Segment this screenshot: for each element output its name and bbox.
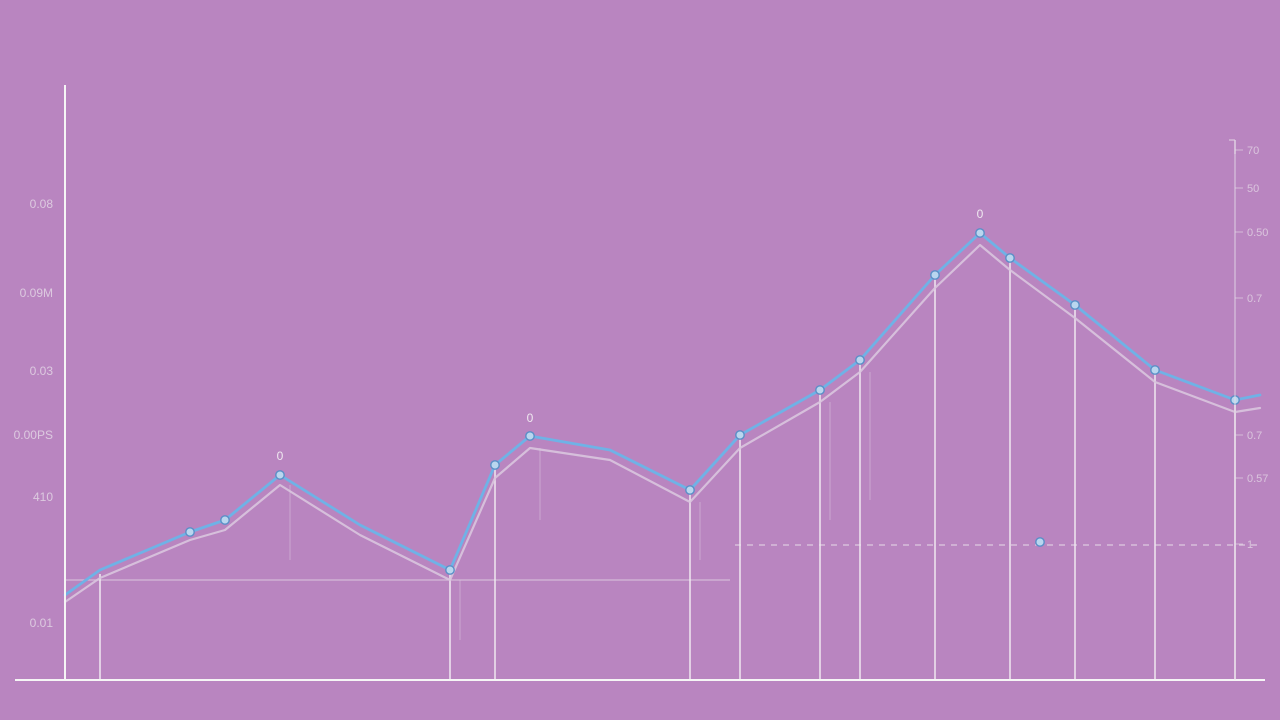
right-tick-label: 0.50 — [1247, 227, 1268, 239]
peak-label: 0 — [277, 449, 284, 463]
y-tick-label: 0.01 — [30, 616, 54, 630]
y-tick-label: 0.09M — [20, 286, 53, 300]
peak-label: 0 — [527, 411, 534, 425]
y-tick-label: 0.08 — [30, 197, 54, 211]
chart-background — [0, 0, 1280, 720]
peak-label: 0 — [977, 207, 984, 221]
right-tick-label: 0.57 — [1247, 473, 1268, 485]
right-tick-label: 0.7 — [1247, 430, 1262, 442]
right-tick-label: 50 — [1247, 183, 1259, 195]
right-tick-label: 1 — [1247, 539, 1253, 551]
y-tick-label: 0.00PS — [14, 428, 53, 442]
line-chart: 0 0 0 0.08 0.09M 0.03 0.00PS 410 0.01 70 50 0.50 0.7… — [0, 0, 1280, 720]
right-tick-label: 0.7 — [1247, 293, 1262, 305]
right-tick-label: 70 — [1247, 145, 1259, 157]
y-tick-label: 410 — [33, 490, 53, 504]
y-tick-label: 0.03 — [30, 364, 54, 378]
